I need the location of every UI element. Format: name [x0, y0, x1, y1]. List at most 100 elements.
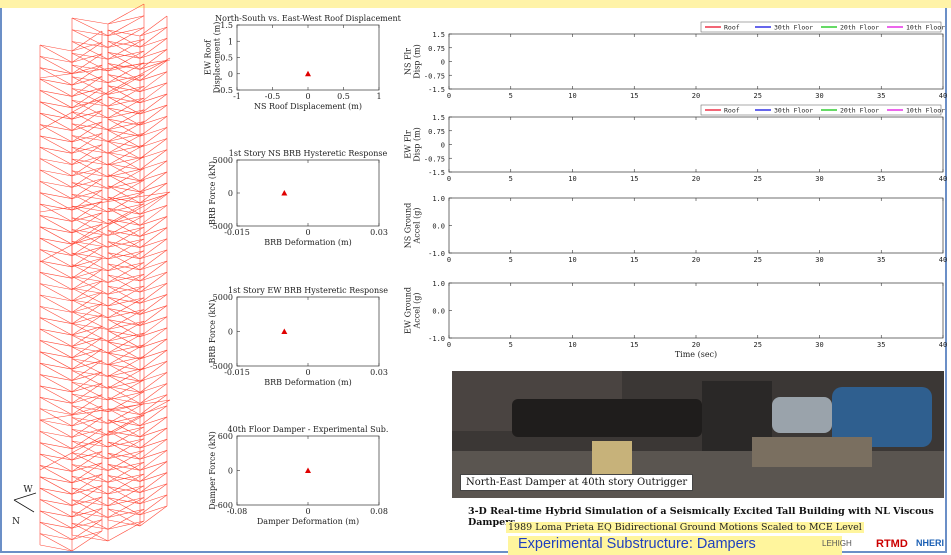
- brace: [139, 438, 168, 449]
- x-tick-label: 25: [754, 256, 762, 264]
- brace: [39, 169, 73, 188]
- brace: [139, 249, 168, 260]
- floor-beam: [107, 330, 141, 337]
- floor-beam: [71, 464, 109, 471]
- brace: [139, 115, 168, 126]
- brace: [71, 17, 109, 37]
- floor-beam: [107, 252, 141, 260]
- brace: [139, 127, 168, 137]
- floor-beam: [107, 438, 145, 460]
- x-tick-label: 40: [939, 175, 947, 183]
- floor-beam: [139, 394, 168, 415]
- y-tick-label: 0.0: [432, 308, 445, 316]
- brace: [71, 269, 103, 279]
- outrigger-brace: [39, 399, 171, 421]
- floor-beam: [139, 283, 168, 304]
- brace: [71, 334, 109, 354]
- brace: [107, 508, 141, 527]
- brace: [107, 97, 145, 107]
- x-tick-label: 30: [815, 175, 823, 183]
- x-tick-label: 0: [447, 256, 451, 264]
- floor-beam: [107, 397, 141, 404]
- floor-beam: [71, 299, 109, 307]
- brace: [71, 337, 103, 347]
- brace: [107, 144, 145, 154]
- brace: [71, 110, 103, 120]
- floor-beam: [71, 64, 103, 86]
- brace: [71, 170, 109, 189]
- x-tick-label: 0: [305, 368, 310, 377]
- brace: [139, 427, 168, 438]
- brace: [107, 520, 145, 530]
- brace: [71, 522, 109, 542]
- floor-beam: [71, 440, 109, 448]
- floor-beam: [107, 168, 145, 189]
- floor-beam: [39, 44, 73, 52]
- y-tick-label: -1.0: [428, 335, 445, 343]
- floor-beam: [39, 419, 73, 427]
- floor-beam: [107, 219, 141, 226]
- brace: [71, 311, 109, 330]
- x-tick-label: 0: [305, 228, 310, 237]
- brace: [139, 450, 168, 460]
- brace: [107, 29, 141, 48]
- floor-beam: [107, 185, 141, 193]
- legend-entry: 20th Floor: [840, 24, 879, 32]
- floor-beam: [139, 360, 168, 382]
- brace: [71, 98, 103, 109]
- floor-beam: [139, 461, 168, 482]
- floor-beam: [107, 144, 145, 166]
- brace: [71, 205, 109, 225]
- floor-beam: [39, 283, 73, 290]
- brace: [107, 107, 141, 126]
- building-model: [39, 3, 171, 552]
- floor-beam: [107, 430, 141, 438]
- floor-beam: [71, 534, 109, 542]
- floor-beam: [39, 124, 73, 131]
- floor-beam: [107, 408, 141, 415]
- floor-beam: [71, 405, 103, 427]
- brace: [107, 497, 141, 516]
- brace: [71, 252, 109, 272]
- legend-entry: 30th Floor: [774, 107, 813, 115]
- floor-beam: [39, 385, 73, 393]
- nheri-logo: NHERI: [916, 538, 945, 548]
- brace: [139, 394, 168, 404]
- brace: [71, 358, 109, 377]
- floor-beam: [139, 349, 168, 371]
- brace: [71, 167, 103, 177]
- brace: [107, 452, 141, 471]
- brace: [107, 50, 145, 60]
- floor-beam: [71, 111, 109, 119]
- floor-beam: [71, 334, 109, 342]
- brace: [107, 129, 141, 148]
- brace: [71, 475, 109, 495]
- y-tick-label: 0: [228, 328, 233, 337]
- floor-beam: [107, 508, 145, 530]
- floor-beam: [107, 356, 145, 377]
- floor-beam: [39, 271, 73, 279]
- floor-beam: [71, 371, 103, 393]
- x-tick-label: 40: [939, 92, 947, 100]
- y-tick-label: 1.5: [432, 114, 445, 122]
- floor-beam: [71, 358, 109, 366]
- brace: [71, 381, 109, 401]
- floor-beam: [107, 341, 141, 349]
- floor-beam: [39, 465, 73, 472]
- floor-beam: [39, 533, 73, 540]
- brace: [39, 135, 73, 154]
- brace: [71, 287, 109, 307]
- brace: [71, 41, 109, 60]
- brace: [107, 63, 141, 81]
- brace: [107, 430, 141, 449]
- floor-beam: [107, 486, 141, 493]
- x-tick-label: 0.5: [337, 92, 350, 101]
- floor-beam: [71, 417, 103, 438]
- brace: [39, 272, 73, 290]
- floor-beam: [107, 520, 145, 542]
- brace: [71, 276, 109, 295]
- plot-area: [448, 33, 944, 90]
- brace: [107, 419, 141, 438]
- brace: [71, 76, 103, 86]
- brace: [107, 438, 145, 448]
